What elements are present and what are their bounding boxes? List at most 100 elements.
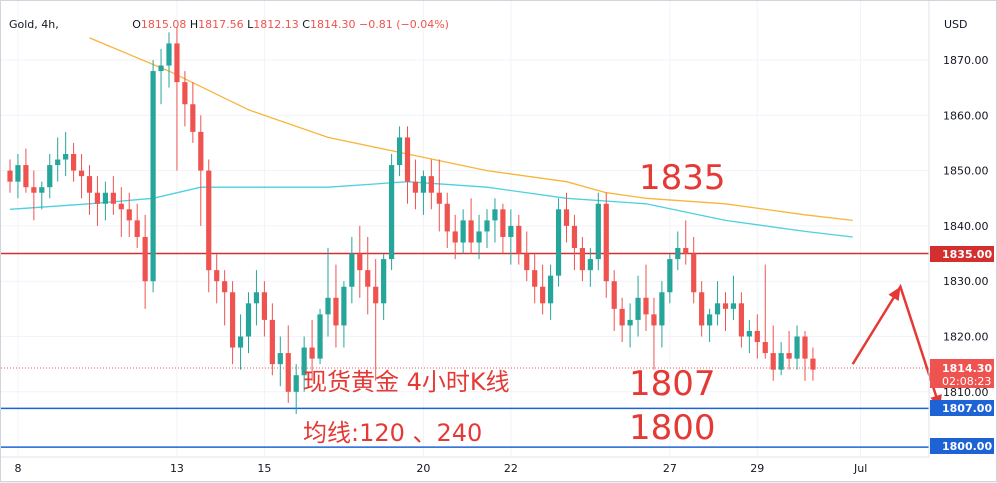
candle-body — [253, 292, 260, 304]
candle-body — [7, 170, 13, 182]
candle — [150, 60, 156, 293]
candle — [341, 281, 347, 348]
candle — [102, 181, 108, 221]
candle — [55, 137, 61, 182]
candle — [492, 198, 498, 243]
candle-body — [730, 303, 737, 309]
candle-body — [31, 187, 37, 193]
candle — [63, 131, 69, 177]
candle — [675, 231, 681, 271]
candle — [174, 26, 180, 171]
candle — [71, 142, 77, 182]
candle — [126, 192, 132, 237]
svg-text:1800.00: 1800.00 — [942, 440, 992, 453]
candle-body — [102, 192, 108, 204]
price-tick-label: 1840.00 — [943, 220, 989, 233]
candle — [277, 336, 283, 387]
candle-body — [587, 259, 593, 271]
candle-body — [802, 336, 808, 359]
candle — [39, 181, 45, 210]
candle-body — [754, 330, 760, 343]
candle — [444, 192, 450, 249]
price-axis[interactable]: 1810.00 1820.00 1830.00 1840.00 1850.00 1860.… — [943, 54, 989, 399]
candle-body — [508, 225, 514, 237]
candle-body — [619, 308, 625, 326]
candle — [524, 231, 530, 282]
candle-body — [762, 342, 768, 354]
candle — [94, 176, 101, 226]
candle — [540, 264, 546, 315]
candle-body — [206, 170, 212, 271]
candle-body — [452, 231, 458, 243]
candle-body — [39, 187, 45, 193]
ohlc-legend: Gold, 4h, O1815.08 H1817.56 L1812.13 C18… — [9, 18, 449, 31]
candle-body — [86, 176, 93, 193]
candle — [683, 220, 689, 265]
candle — [285, 325, 291, 403]
time-axis[interactable]: 8 13 15 20 22 27 29 Jul — [14, 462, 867, 475]
candle — [23, 148, 29, 193]
candle-body — [94, 192, 101, 204]
candle-body — [118, 203, 124, 210]
candle-body — [182, 82, 188, 105]
candle — [420, 170, 426, 215]
candle — [786, 330, 792, 370]
candle — [579, 236, 585, 282]
candle-body — [373, 286, 379, 304]
candle-body — [134, 220, 140, 237]
candle — [643, 264, 649, 331]
candle-body — [699, 292, 705, 326]
high-value: 1817.56 — [198, 18, 244, 31]
candle — [7, 159, 13, 193]
candle-body — [214, 270, 220, 282]
candle — [548, 264, 554, 320]
candle — [587, 248, 593, 287]
candle-body — [778, 353, 784, 370]
candle — [659, 281, 665, 348]
candle — [730, 275, 737, 320]
candle-body — [126, 209, 132, 221]
candle — [651, 297, 657, 370]
candle — [15, 154, 21, 199]
candle — [738, 292, 744, 348]
time-tick-label: 20 — [416, 462, 430, 475]
candle — [373, 259, 379, 381]
candle-body — [555, 209, 562, 276]
time-tick-label: 15 — [257, 462, 271, 475]
candle-body — [428, 176, 434, 193]
candle — [627, 303, 633, 348]
candle — [810, 347, 816, 381]
candle — [78, 154, 85, 199]
candle-body — [675, 248, 681, 260]
candle-body — [47, 165, 53, 188]
candle — [309, 319, 315, 381]
candle — [404, 126, 411, 204]
candle-body — [71, 154, 77, 171]
candle — [460, 209, 466, 254]
price-tick-label: 1830.00 — [943, 275, 989, 288]
candle — [261, 281, 267, 337]
candle — [794, 325, 800, 370]
candle-body — [492, 209, 498, 221]
candle — [245, 292, 252, 354]
candle-body — [524, 253, 530, 271]
candle-body — [261, 292, 267, 320]
candle-body — [476, 231, 482, 243]
candle — [555, 198, 562, 287]
candle-body — [691, 253, 697, 293]
candle-body — [786, 353, 792, 359]
time-tick-label: 13 — [170, 462, 184, 475]
low-value: 1812.13 — [253, 18, 299, 31]
candle-body — [420, 176, 426, 193]
candle — [667, 253, 673, 304]
open-label: O — [132, 18, 141, 31]
candle-body — [333, 297, 339, 326]
candle-body — [174, 43, 180, 83]
candle-body — [746, 330, 752, 337]
candle — [746, 319, 752, 354]
symbol-label[interactable]: Gold, 4h, — [9, 18, 59, 31]
candle-body — [683, 248, 689, 254]
candle-body — [158, 65, 164, 72]
